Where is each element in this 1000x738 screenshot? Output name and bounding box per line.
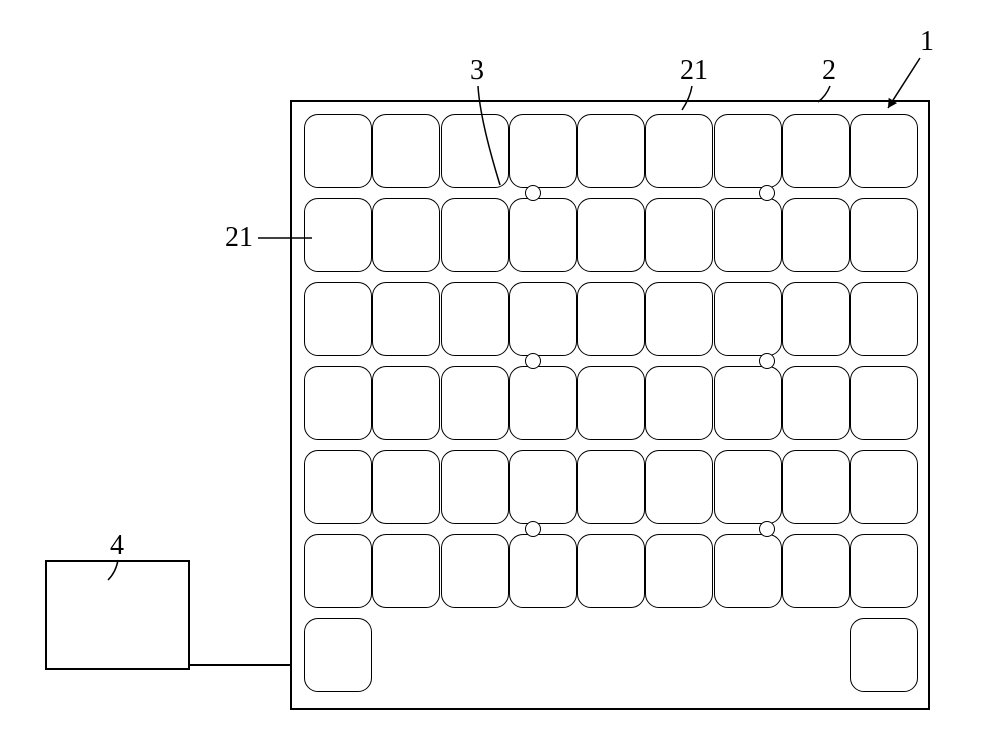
leader-lines	[0, 0, 1000, 738]
diagram-canvas: { "colors": { "stroke": "#000000", "back…	[0, 0, 1000, 738]
